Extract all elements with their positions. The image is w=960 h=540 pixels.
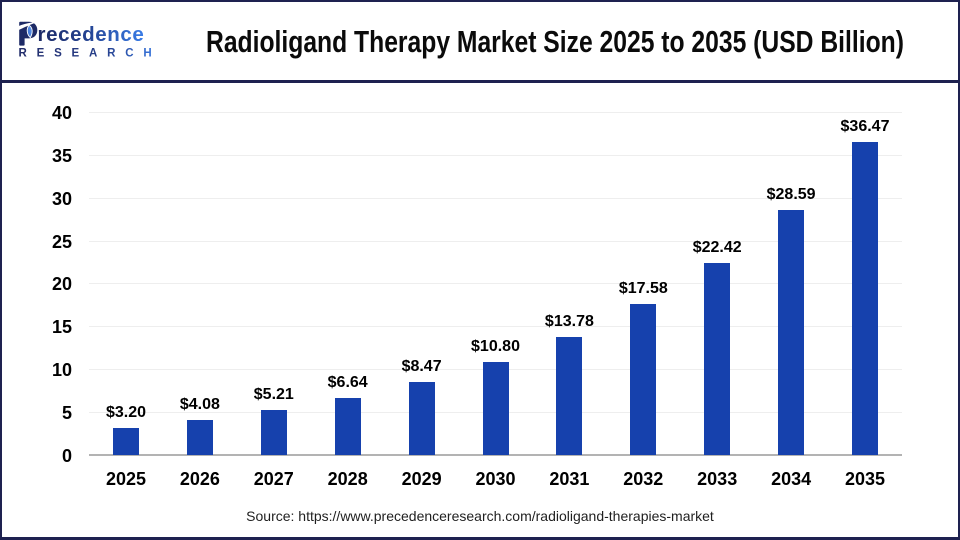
svg-text:recedence: recedence <box>38 23 145 46</box>
svg-text:RESEARCH: RESEARCH <box>19 47 162 59</box>
